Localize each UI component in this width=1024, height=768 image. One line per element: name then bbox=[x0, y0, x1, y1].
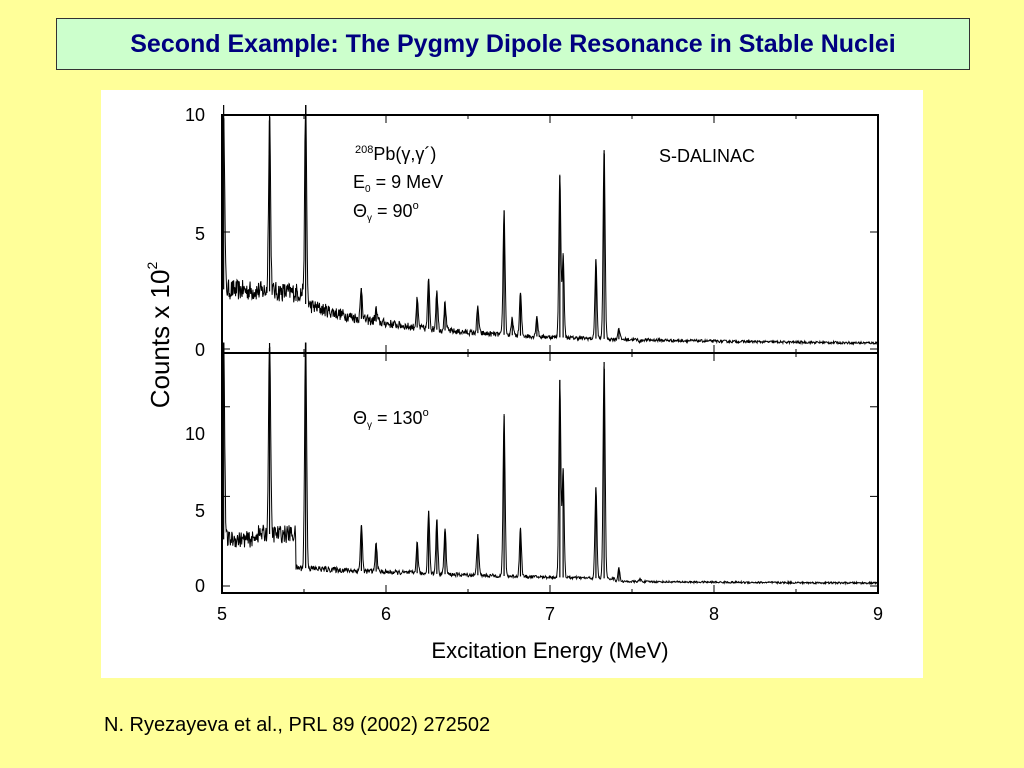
slide-title-box: Second Example: The Pygmy Dipole Resonan… bbox=[56, 18, 970, 70]
top-angle-sub: γ bbox=[367, 213, 372, 224]
bottom-ytick-10: 10 bbox=[185, 424, 205, 444]
top-panel-frame bbox=[221, 114, 879, 354]
facility-annotation: S-DALINAC bbox=[659, 146, 755, 166]
y-axis-label-exponent: 2 bbox=[144, 262, 160, 270]
y-axis-label: Counts x 102 bbox=[144, 262, 175, 409]
bottom-angle-unit: o bbox=[423, 407, 429, 419]
bottom-angle-label: Θ bbox=[353, 408, 367, 428]
energy-value: = 9 MeV bbox=[371, 172, 444, 192]
energy-label: E bbox=[353, 172, 365, 192]
energy-sub: 0 bbox=[365, 184, 371, 195]
xtick-5: 5 bbox=[217, 604, 227, 624]
xtick-8: 8 bbox=[709, 604, 719, 624]
reaction-annotation: 208Pb(γ,γ´) bbox=[355, 144, 436, 164]
y-axis-label-text: Counts x 10 bbox=[145, 270, 175, 409]
energy-annotation: E0 = 9 MeV bbox=[353, 172, 443, 195]
xtick-7: 7 bbox=[545, 604, 555, 624]
x-axis-label: Excitation Energy (MeV) bbox=[431, 638, 668, 663]
svg-text:Counts x 102: Counts x 102 bbox=[144, 262, 175, 409]
top-ytick-5: 5 bbox=[195, 224, 205, 244]
xtick-9: 9 bbox=[873, 604, 883, 624]
bottom-ytick-5: 5 bbox=[195, 501, 205, 521]
bottom-angle-sub: γ bbox=[367, 420, 372, 431]
reaction-text: Pb(γ,γ´) bbox=[373, 144, 436, 164]
spectrum-trace-90deg bbox=[221, 104, 879, 346]
bottom-ytick-0: 0 bbox=[195, 576, 205, 596]
top-angle-label: Θ bbox=[353, 201, 367, 221]
top-ytick-10: 10 bbox=[185, 105, 205, 125]
spectrum-chart: 10 5 0 10 5 0 5 6 7 8 9 Excitation Energ… bbox=[144, 104, 883, 663]
top-angle-annotation: Θγ = 90o bbox=[353, 200, 419, 224]
top-ytick-0: 0 bbox=[195, 340, 205, 360]
reaction-mass: 208 bbox=[355, 144, 373, 156]
spectrum-figure: 10 5 0 10 5 0 5 6 7 8 9 Excitation Energ… bbox=[101, 90, 923, 678]
citation: N. Ryezayeva et al., PRL 89 (2002) 27250… bbox=[104, 714, 491, 736]
bottom-panel-frame bbox=[221, 352, 879, 594]
bottom-angle-annotation: Θγ = 130o bbox=[353, 407, 429, 431]
slide-title: Second Example: The Pygmy Dipole Resonan… bbox=[130, 29, 896, 58]
top-angle-value: = 90 bbox=[372, 201, 413, 221]
xtick-6: 6 bbox=[381, 604, 391, 624]
bottom-angle-value: = 130 bbox=[372, 408, 423, 428]
spectrum-trace-130deg bbox=[221, 342, 879, 586]
top-angle-unit: o bbox=[413, 200, 419, 212]
